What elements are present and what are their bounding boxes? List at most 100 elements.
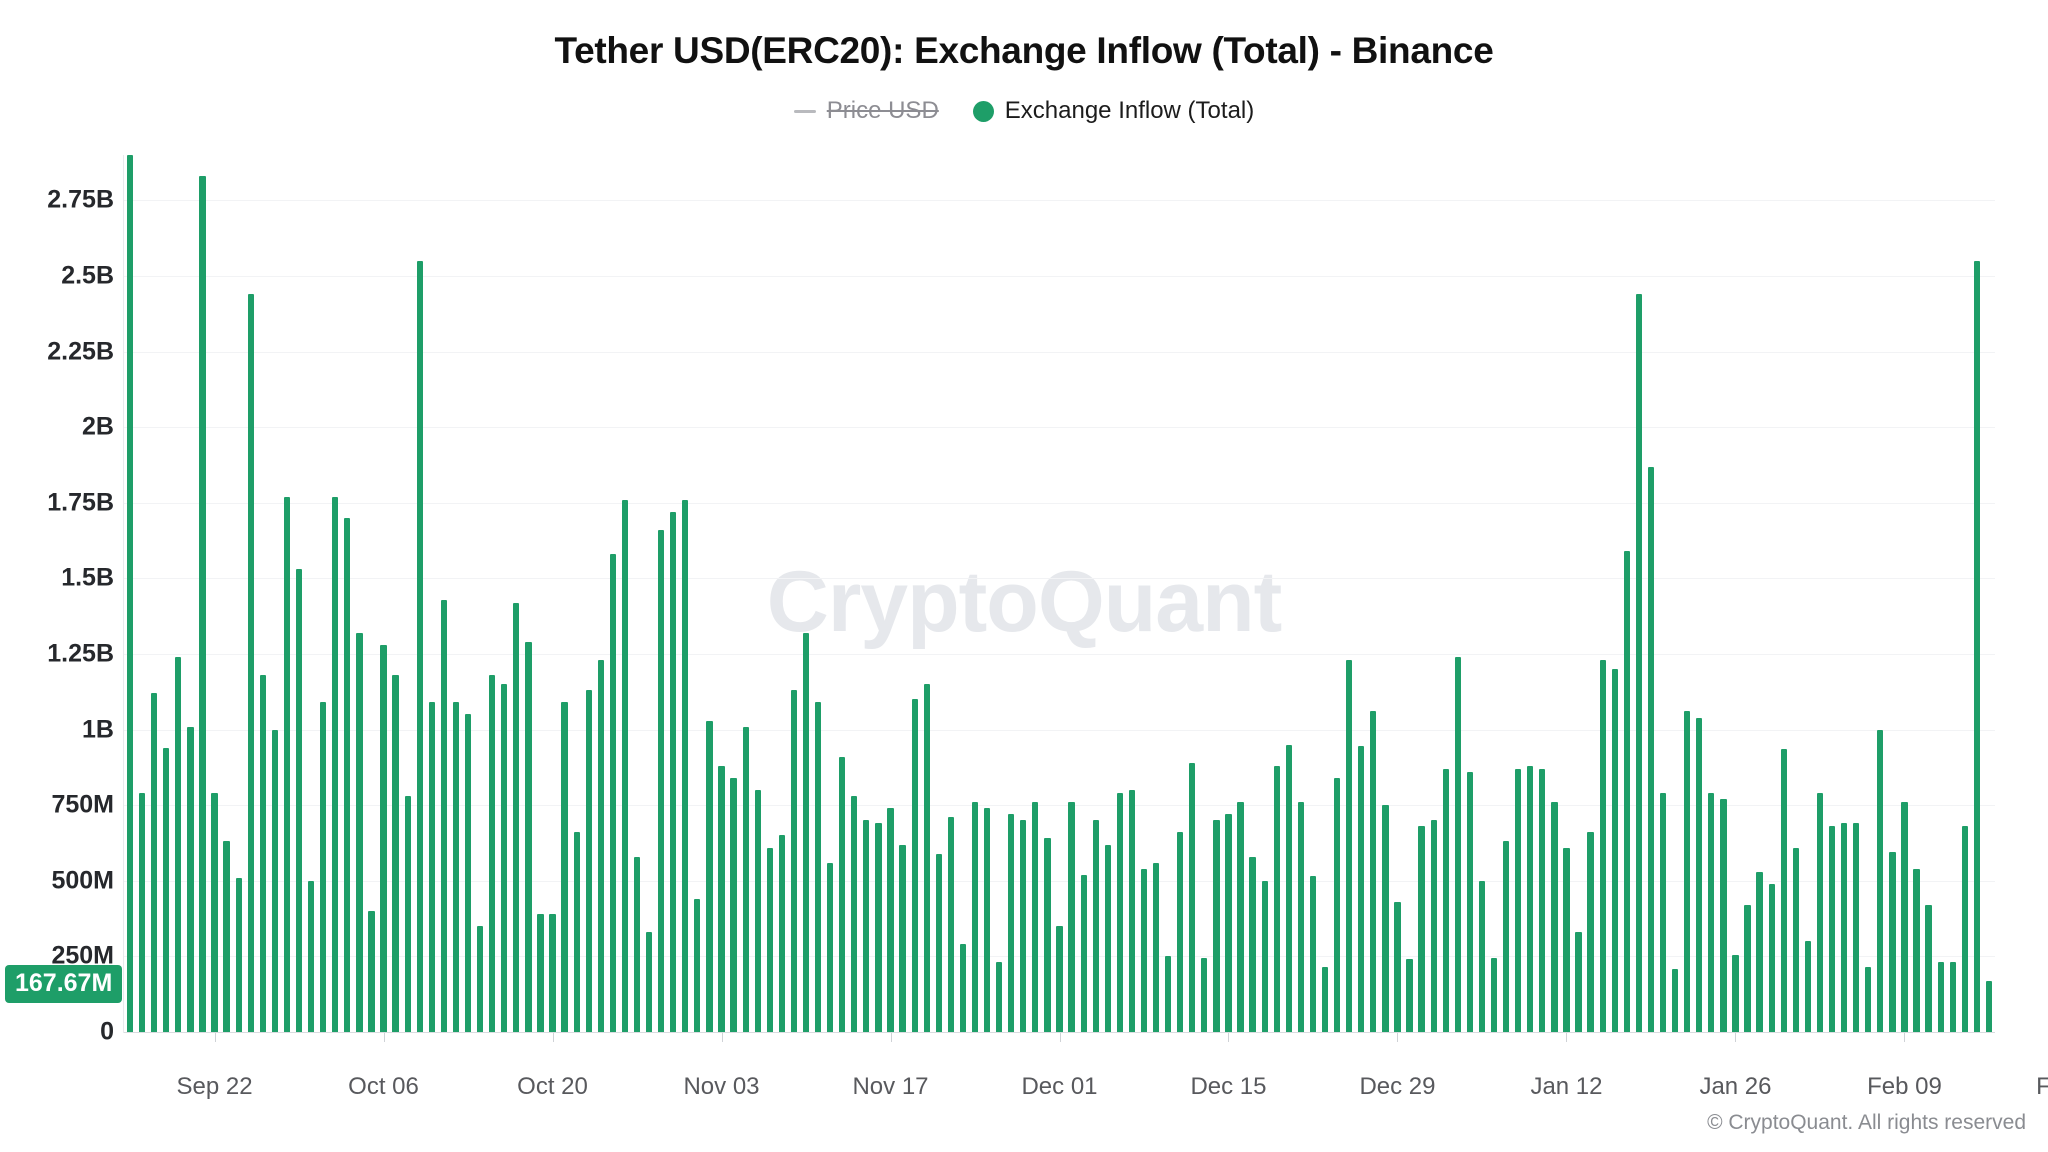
bar[interactable] xyxy=(621,499,629,1032)
bar[interactable] xyxy=(1128,790,1136,1032)
bar[interactable] xyxy=(1816,793,1824,1032)
bar[interactable] xyxy=(827,862,834,1032)
bar[interactable] xyxy=(730,777,737,1032)
bar[interactable] xyxy=(887,808,894,1032)
bar[interactable] xyxy=(1647,466,1655,1032)
bar[interactable] xyxy=(1080,874,1087,1032)
bar[interactable] xyxy=(1273,765,1280,1032)
bar[interactable] xyxy=(307,880,315,1032)
bar[interactable] xyxy=(1165,956,1172,1032)
bar[interactable] xyxy=(1032,802,1039,1032)
bar[interactable] xyxy=(320,702,327,1032)
bar[interactable] xyxy=(1804,941,1812,1032)
bar[interactable] xyxy=(1044,838,1051,1032)
bar[interactable] xyxy=(947,817,954,1032)
bar[interactable] xyxy=(1828,826,1836,1032)
bar[interactable] xyxy=(645,932,653,1032)
bar[interactable] xyxy=(1502,841,1510,1032)
bar[interactable] xyxy=(1720,799,1727,1032)
bar[interactable] xyxy=(151,693,158,1032)
bar[interactable] xyxy=(1068,802,1075,1032)
bar[interactable] xyxy=(1056,926,1063,1032)
bar[interactable] xyxy=(1382,805,1389,1032)
bar[interactable] xyxy=(223,841,230,1032)
bar[interactable] xyxy=(1949,962,1956,1032)
bar[interactable] xyxy=(1563,847,1570,1032)
bar[interactable] xyxy=(1346,660,1353,1032)
bar[interactable] xyxy=(1901,802,1908,1032)
bar[interactable] xyxy=(851,796,858,1032)
bar[interactable] xyxy=(440,599,447,1032)
bar[interactable] xyxy=(525,641,532,1032)
bar[interactable] xyxy=(633,856,641,1032)
bar[interactable] xyxy=(1671,968,1679,1032)
bar[interactable] xyxy=(356,632,363,1032)
bar[interactable] xyxy=(1309,876,1317,1032)
bar[interactable] xyxy=(1321,966,1329,1032)
bar[interactable] xyxy=(368,911,375,1032)
bar[interactable] xyxy=(1430,820,1437,1032)
bar[interactable] xyxy=(923,684,930,1032)
bar[interactable] xyxy=(1140,868,1148,1032)
bar[interactable] xyxy=(1708,793,1715,1032)
bar[interactable] xyxy=(561,702,568,1032)
bar[interactable] xyxy=(742,726,749,1032)
bar[interactable] xyxy=(658,530,665,1032)
bar[interactable] xyxy=(1177,832,1184,1032)
bar[interactable] xyxy=(163,747,170,1032)
bar[interactable] xyxy=(983,808,991,1032)
bar[interactable] xyxy=(549,914,556,1032)
bar[interactable] xyxy=(1889,852,1896,1032)
bar[interactable] xyxy=(283,496,291,1032)
bar[interactable] xyxy=(235,877,242,1032)
bar[interactable] xyxy=(790,690,798,1032)
bar[interactable] xyxy=(1454,657,1461,1032)
bar[interactable] xyxy=(1913,868,1920,1032)
bar[interactable] xyxy=(247,294,254,1032)
bar[interactable] xyxy=(476,926,484,1032)
bar[interactable] xyxy=(899,844,906,1032)
bar[interactable] xyxy=(1466,771,1474,1032)
bar[interactable] xyxy=(959,944,967,1032)
bar[interactable] xyxy=(1780,749,1787,1032)
bar[interactable] xyxy=(1768,883,1775,1032)
bar[interactable] xyxy=(1792,847,1799,1032)
bar[interactable] xyxy=(1008,814,1015,1032)
bar[interactable] xyxy=(199,176,206,1032)
bar[interactable] xyxy=(380,644,387,1032)
bar[interactable] xyxy=(513,602,520,1032)
bar[interactable] xyxy=(452,702,460,1032)
bar[interactable] xyxy=(259,675,266,1032)
bar[interactable] xyxy=(126,155,134,1032)
legend-item-price-usd[interactable]: Price USD xyxy=(793,97,939,125)
bar[interactable] xyxy=(392,675,399,1032)
bar[interactable] xyxy=(1020,820,1027,1032)
bar[interactable] xyxy=(332,496,339,1032)
bar[interactable] xyxy=(1925,905,1932,1032)
bar[interactable] xyxy=(1406,959,1413,1032)
bar[interactable] xyxy=(1358,746,1365,1032)
bar[interactable] xyxy=(1201,957,1208,1032)
bar[interactable] xyxy=(802,632,810,1032)
bar[interactable] xyxy=(609,554,616,1032)
bar[interactable] xyxy=(1418,826,1425,1032)
bar[interactable] xyxy=(935,853,942,1032)
bar[interactable] xyxy=(1213,820,1220,1032)
bar[interactable] xyxy=(1527,765,1534,1032)
legend-item-exchange-inflow[interactable]: Exchange Inflow (Total) xyxy=(972,97,1254,125)
bar[interactable] xyxy=(1732,954,1739,1032)
bar[interactable] xyxy=(271,729,278,1032)
bar[interactable] xyxy=(1261,880,1268,1032)
bar[interactable] xyxy=(1973,260,1981,1032)
bar[interactable] xyxy=(754,790,761,1032)
bar[interactable] xyxy=(1877,729,1884,1032)
bar[interactable] xyxy=(1333,777,1341,1032)
bar[interactable] xyxy=(501,684,508,1032)
bar[interactable] xyxy=(1853,823,1860,1032)
bar[interactable] xyxy=(1490,957,1498,1032)
bar[interactable] xyxy=(416,260,423,1032)
bar[interactable] xyxy=(778,835,785,1032)
bar[interactable] xyxy=(1551,802,1558,1032)
bar[interactable] xyxy=(1116,793,1123,1032)
bar[interactable] xyxy=(1539,768,1546,1032)
